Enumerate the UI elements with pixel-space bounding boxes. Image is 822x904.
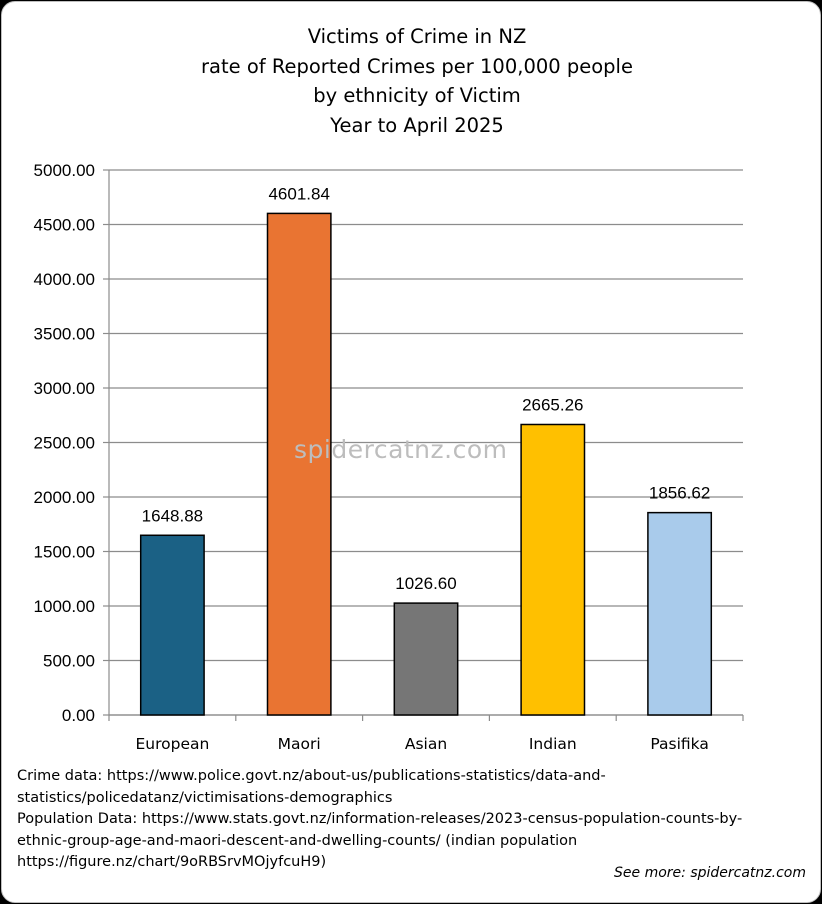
title-line-4: Year to April 2025	[330, 113, 504, 137]
source-line-1: Crime data: https://www.police.govt.nz/a…	[17, 768, 606, 784]
y-tick-label: 3500.00	[34, 325, 95, 344]
bar-asian	[393, 602, 459, 716]
data-label: 2665.26	[522, 395, 583, 414]
y-tick-label: 1000.00	[34, 597, 95, 616]
bar-pasifika	[647, 511, 713, 716]
y-tick-label: 2500.00	[34, 434, 95, 453]
source-line-3: Population Data: https://www.stats.govt.…	[17, 811, 743, 828]
y-tick-label: 0.00	[62, 706, 95, 725]
y-tick-label: 4000.00	[34, 270, 95, 289]
source-line-5: https://figure.nz/chart/9oRBSrvMOjyfcuH9…	[17, 854, 327, 871]
y-tick-label: 4500.00	[34, 216, 95, 235]
title-line-3: by ethnicity of Victim	[313, 84, 521, 107]
title-line-2: rate of Reported Crimes per 100,000 peop…	[201, 54, 633, 78]
source-line-4: ethnic-group-age-and-maori-descent-and-d…	[17, 832, 578, 849]
bar-indian	[520, 423, 586, 716]
y-tick-label: 3000.00	[34, 379, 95, 398]
watermark: spidercatnz.com	[294, 435, 508, 464]
title-line-1: Victims of Crime in NZ	[307, 25, 527, 48]
bar-chart: 0.00 500.00 1000.00 1500.00 2000.00 2500.00 30…	[34, 161, 744, 753]
x-tick-label: European	[135, 735, 209, 753]
data-label: 1648.88	[142, 506, 203, 525]
x-tick-label: Indian	[529, 735, 577, 753]
source-notes: Crime data: https://www.police.govt.nz/a…	[17, 766, 817, 874]
y-tick-label: 1500.00	[34, 543, 95, 562]
y-tick-label: 5000.00	[34, 161, 95, 180]
see-more-link[interactable]: See more: spidercatnz.com	[614, 865, 806, 881]
y-tick-label: 2000.00	[34, 488, 95, 507]
data-label: 1856.62	[649, 484, 710, 503]
y-tick-label: 500.00	[43, 652, 95, 671]
data-label: 1026.60	[395, 574, 456, 593]
data-label: 4601.84	[268, 184, 329, 203]
x-tick-label: Pasifika	[650, 735, 709, 753]
source-line-2: statistics/policedatanz/victimisations-d…	[17, 789, 393, 806]
bar-european	[139, 534, 205, 716]
x-tick-label: Asian	[405, 735, 447, 753]
chart-title: Victims of Crime in NZ rate of Reported …	[2, 22, 820, 140]
bar-maori	[266, 212, 332, 716]
x-tick-label: Maori	[278, 735, 321, 753]
